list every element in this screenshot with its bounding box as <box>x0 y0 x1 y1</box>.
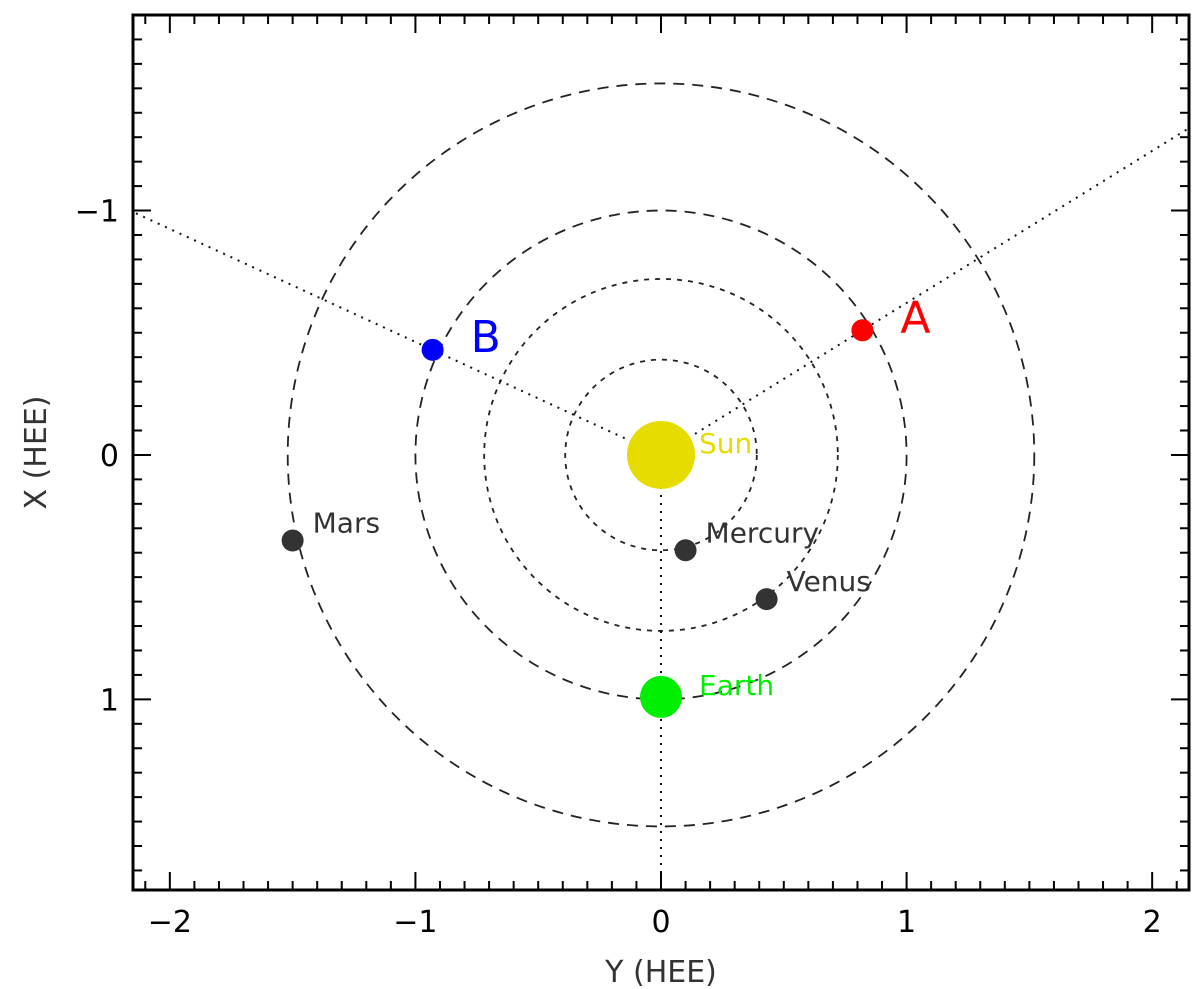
spacecraft-A-marker <box>851 319 874 342</box>
spacecraft-A-label: A <box>900 292 930 343</box>
bodies-layer: Sun Earth Mercury Venus Mars A B <box>281 292 930 718</box>
sightlines-layer <box>132 127 1190 890</box>
y-tick-label: 0 <box>100 439 119 474</box>
x-tick-label: 1 <box>897 905 916 940</box>
sun-label: Sun <box>699 427 752 460</box>
sun-marker <box>627 420 695 489</box>
mercury-marker <box>674 539 697 562</box>
orbit-2 <box>483 278 839 632</box>
earth-marker <box>640 675 682 718</box>
venus-marker <box>755 588 778 611</box>
orbit-4 <box>286 82 1036 828</box>
y-tick-label: 1 <box>100 683 119 718</box>
mars-marker <box>281 529 304 552</box>
venus-label: Venus <box>787 565 871 598</box>
spacecraft-B-label: B <box>471 312 501 363</box>
y-tick-label: −1 <box>75 195 119 230</box>
x-tick-label: 2 <box>1143 905 1162 940</box>
y-axis-title: X (HEE) <box>19 396 54 510</box>
x-axis-title: Y (HEE) <box>604 955 717 989</box>
x-tick-label: −1 <box>393 905 437 940</box>
sightline-sun-B <box>132 211 662 456</box>
orbit-1 <box>564 358 758 552</box>
earth-label: Earth <box>699 669 774 702</box>
mars-label: Mars <box>313 506 380 539</box>
ticks-layer: −2 −1 0 1 2 −1 0 1 <box>75 14 1189 940</box>
spacecraft-B-marker <box>421 338 444 361</box>
mercury-label: Mercury <box>706 516 820 549</box>
x-tick-label: 0 <box>651 905 670 940</box>
x-tick-label: −2 <box>148 905 192 940</box>
